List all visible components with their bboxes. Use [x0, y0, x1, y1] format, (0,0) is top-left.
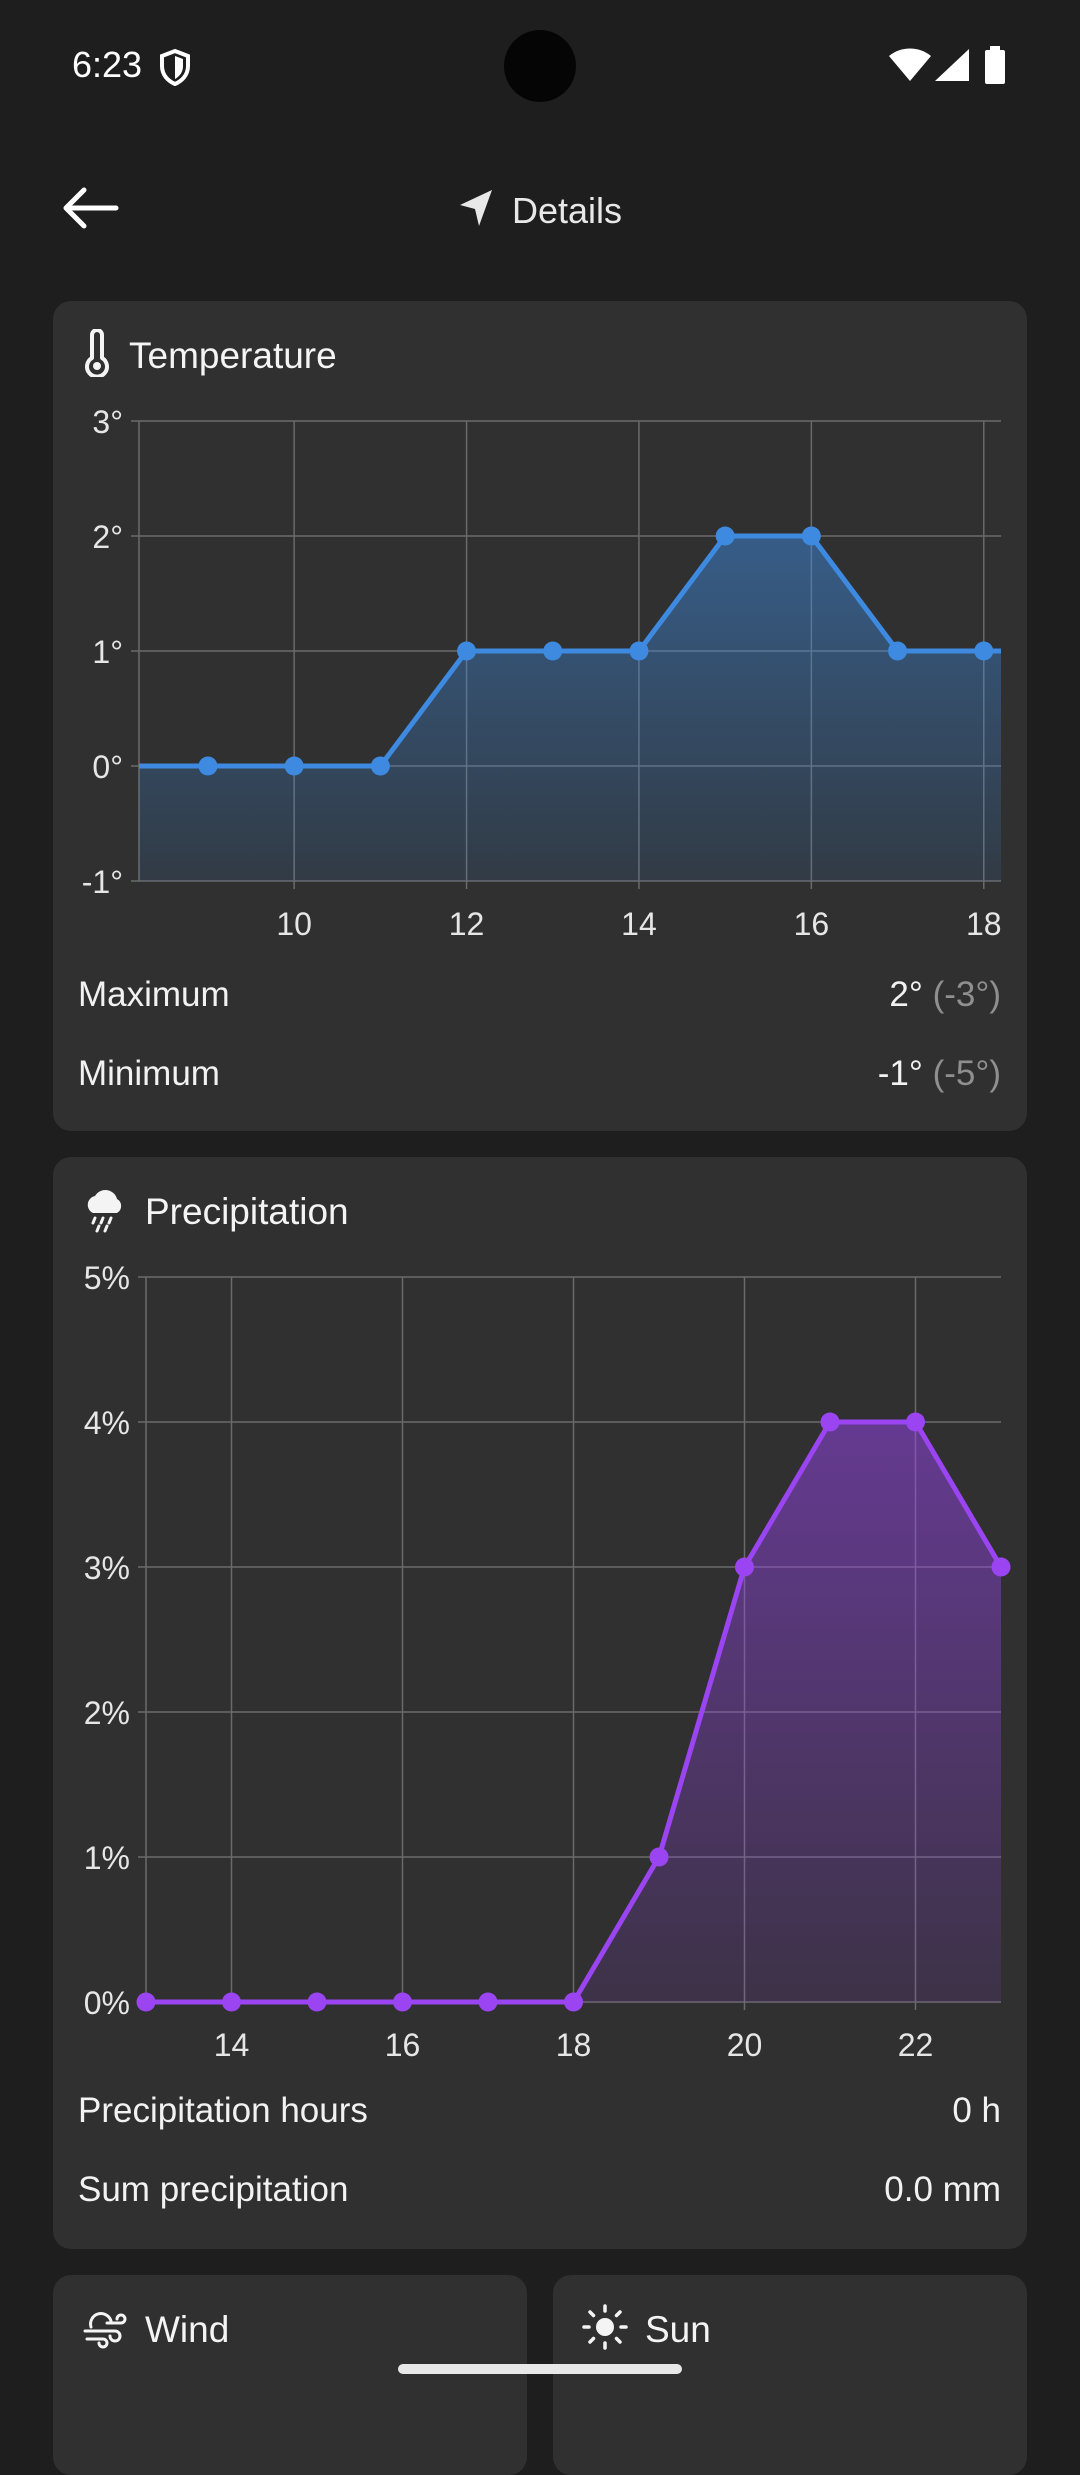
precipitation-hours-label: Precipitation hours: [78, 2091, 368, 2130]
wifi-icon: [888, 48, 932, 87]
temperature-y-tick-label: 2°: [92, 519, 123, 555]
temperature-data-point: [543, 641, 563, 661]
precipitation-card-header: Precipitation: [81, 1185, 349, 1238]
sum-precipitation-row: Sum precipitation 0.0 mm: [78, 2170, 1001, 2210]
temperature-y-tick-label: 3°: [92, 404, 123, 440]
temperature-y-tick-label: -1°: [82, 864, 123, 900]
minimum-value-group: -1° (-5°): [878, 1054, 1001, 1094]
sun-title: Sun: [645, 2308, 711, 2350]
page-title-group: Details: [0, 188, 1080, 233]
status-time: 6:23: [72, 44, 143, 85]
temperature-y-tick-label: 1°: [92, 634, 123, 670]
precipitation-data-point: [478, 1992, 498, 2012]
temperature-data-point: [284, 756, 304, 776]
temperature-data-point: [198, 756, 218, 776]
arrow-left-icon: [60, 186, 120, 235]
precipitation-y-tick-label: 2%: [84, 1695, 130, 1731]
precipitation-y-tick-label: 4%: [84, 1405, 130, 1441]
sun-card-header: Sun: [581, 2303, 711, 2356]
maximum-value-group: 2° (-3°): [889, 975, 1001, 1015]
minimum-label: Minimum: [78, 1054, 220, 1093]
thermometer-icon: [81, 328, 113, 382]
precipitation-card: Precipitation 0% 1% 2% 3% 4% 5% 14 16 18 20 22 Pre…: [53, 1157, 1027, 2249]
cellular-signal-icon: [934, 48, 970, 87]
wind-card-header: Wind: [81, 2303, 229, 2356]
temperature-data-point: [457, 641, 477, 661]
temperature-data-point: [715, 526, 735, 546]
precipitation-data-point: [564, 1992, 583, 2012]
precipitation-y-tick-label: 0%: [84, 1985, 130, 2021]
precipitation-y-tick-label: 3%: [84, 1550, 130, 1586]
precipitation-data-point: [820, 1412, 840, 1432]
wind-title: Wind: [145, 2308, 230, 2350]
page-title: Details: [511, 189, 623, 231]
temperature-x-tick-label: 12: [449, 906, 485, 942]
temperature-x-tick-label: 14: [621, 906, 657, 942]
precipitation-hours-value: 0 h: [952, 2091, 1001, 2130]
temperature-x-tick-label: 10: [276, 906, 312, 942]
precipitation-x-tick-label: 22: [898, 2027, 934, 2063]
precipitation-area: [146, 1422, 1001, 2002]
sun-card[interactable]: Sun: [553, 2275, 1027, 2475]
sum-precipitation-value: 0.0 mm: [884, 2170, 1001, 2209]
precipitation-y-tick-label: 5%: [84, 1260, 130, 1296]
precipitation-x-tick-label: 20: [727, 2027, 763, 2063]
temperature-max-row: Maximum 2° (-3°): [78, 975, 1001, 1015]
temperature-data-point: [370, 756, 390, 776]
precipitation-hours-row: Precipitation hours 0 h: [78, 2091, 1001, 2131]
temperature-x-tick-label: 16: [794, 906, 830, 942]
sum-precipitation-label: Sum precipitation: [78, 2170, 349, 2209]
precipitation-y-tick-label: 1%: [84, 1840, 130, 1876]
minimum-secondary-value: (-5°): [932, 1054, 1001, 1093]
temperature-data-point: [974, 641, 994, 661]
temperature-chart: -1° 0° 1° 2° 3° 10 12 14 16 18: [82, 404, 1002, 942]
precipitation-data-point: [649, 1847, 669, 1867]
precipitation-data-point: [393, 1992, 412, 2012]
precipitation-data-point: [307, 1992, 327, 2012]
battery-icon: [984, 46, 1006, 89]
maximum-secondary-value: (-3°): [932, 975, 1001, 1014]
precipitation-data-point: [735, 1557, 754, 1577]
precipitation-data-point: [222, 1992, 241, 2012]
back-button[interactable]: [50, 180, 130, 240]
temperature-data-point: [888, 641, 908, 661]
precipitation-data-point: [136, 1992, 156, 2012]
temperature-series-line: [139, 533, 1001, 769]
sun-icon: [581, 2303, 629, 2356]
temperature-card: Temperature -1° 0° 1° 2° 3° 10 12 14 16 18 Maximu…: [53, 301, 1027, 1131]
temperature-data-point: [801, 526, 821, 546]
precipitation-data-point: [906, 1412, 925, 1432]
wind-card[interactable]: Wind: [53, 2275, 527, 2475]
temperature-title: Temperature: [129, 334, 337, 376]
temperature-data-point: [629, 641, 649, 661]
app-bar: Details: [0, 160, 1080, 260]
shield-icon: [158, 48, 192, 91]
precipitation-chart: 0% 1% 2% 3% 4% 5% 14 16 18 20 22: [84, 1260, 1011, 2063]
precipitation-x-tick-label: 18: [556, 2027, 592, 2063]
maximum-value: 2°: [889, 975, 923, 1014]
temperature-card-header: Temperature: [81, 328, 337, 382]
precipitation-x-tick-label: 14: [214, 2027, 250, 2063]
status-bar: 6:23: [0, 0, 1080, 130]
navigation-arrow-icon: [458, 188, 494, 233]
temperature-min-row: Minimum -1° (-5°): [78, 1054, 1001, 1094]
maximum-label: Maximum: [78, 975, 230, 1014]
wind-icon: [81, 2303, 129, 2356]
cloud-rain-icon: [81, 1185, 129, 1238]
home-indicator[interactable]: [398, 2364, 682, 2374]
precipitation-x-tick-label: 16: [385, 2027, 421, 2063]
precipitation-title: Precipitation: [145, 1190, 349, 1232]
minimum-value: -1°: [877, 1054, 923, 1093]
temperature-x-tick-label: 18: [966, 906, 1002, 942]
temperature-y-tick-label: 0°: [92, 749, 123, 785]
temperature-area: [139, 536, 1001, 881]
front-camera: [504, 30, 576, 102]
precipitation-data-point: [991, 1557, 1011, 1577]
